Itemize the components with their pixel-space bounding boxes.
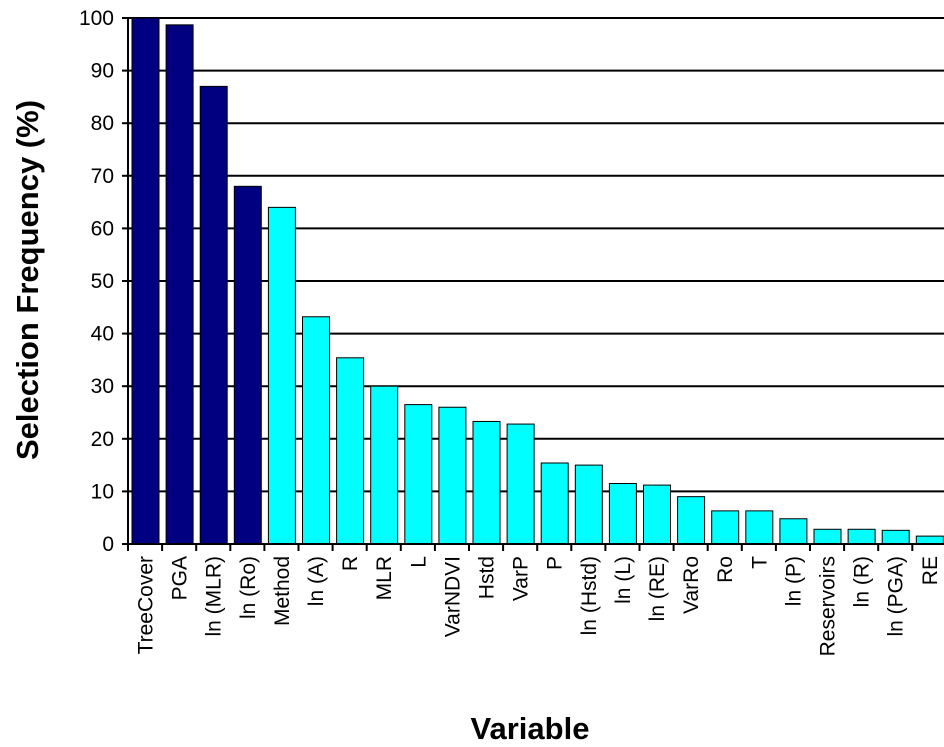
bar [267, 206, 296, 545]
bar [199, 85, 228, 545]
x-tick-label: P [544, 556, 567, 570]
x-tick-label: PGA [169, 556, 192, 600]
bar [745, 510, 774, 545]
x-tick-label: ln (PGA) [885, 556, 908, 637]
bar [711, 510, 740, 545]
x-tick-label: VarP [510, 556, 533, 601]
x-tick-label: ln (MLR) [203, 556, 226, 637]
bar [370, 385, 399, 545]
x-tick-label: ln (Ro) [237, 556, 260, 619]
x-tick-label: ln (P) [782, 556, 805, 606]
bar [677, 496, 706, 545]
bar [915, 535, 944, 545]
bar [506, 423, 535, 545]
y-tick-label: 100 [79, 7, 114, 30]
bar [574, 464, 603, 545]
x-tick-label: TreeCover [135, 556, 158, 654]
bar [302, 316, 330, 545]
x-tick-label: ln (A) [305, 556, 328, 606]
y-tick-label: 30 [91, 375, 114, 398]
y-axis-title: Selection Frequency (%) [10, 100, 45, 460]
x-tick-label: ln (RE) [646, 556, 669, 621]
x-tick-label: MLR [373, 556, 396, 600]
x-tick-label: ln (R) [851, 556, 874, 607]
y-tick-label: 60 [91, 217, 114, 240]
y-tick-label: 50 [91, 270, 114, 293]
x-tick-label: R [339, 556, 362, 571]
bar [779, 518, 808, 545]
bar [438, 406, 467, 545]
y-tick-label: 80 [91, 112, 114, 135]
y-tick-label: 0 [102, 533, 114, 556]
x-tick-label: VarNDVI [441, 556, 464, 637]
x-tick-labels: TreeCover PGA ln (MLR) ln (Ro) Method ln (A) R… [127, 544, 942, 656]
x-tick-label: Method [271, 556, 294, 626]
bar [881, 529, 910, 545]
bar [131, 17, 160, 545]
y-tick-label: 40 [91, 323, 114, 346]
x-tick-label: L [407, 556, 430, 568]
bar [643, 484, 671, 545]
x-tick-label: T [748, 556, 771, 569]
bar [847, 528, 876, 545]
bar [608, 483, 637, 545]
x-axis-title: Variable [471, 711, 590, 746]
gridlines [128, 17, 944, 493]
x-tick-label: Ro [714, 556, 737, 583]
y-tick-label: 20 [91, 428, 114, 451]
bar [472, 420, 501, 545]
bar [233, 185, 262, 545]
y-tick-label: 70 [91, 165, 114, 188]
bar [540, 462, 569, 545]
y-tick-label: 90 [91, 60, 114, 83]
x-tick-label: ln (Hstd) [578, 556, 601, 635]
x-tick-label: ln (L) [612, 556, 635, 604]
y-tick-labels: 0 10 20 30 40 50 60 70 80 90 100 [79, 7, 128, 556]
x-tick-label: Reservoirs [817, 556, 840, 656]
bar [404, 404, 433, 545]
bar [165, 24, 194, 545]
x-tick-label: Hstd [476, 556, 499, 599]
bar [813, 528, 842, 545]
y-tick-label: 10 [91, 480, 114, 503]
x-tick-label: VarRo [680, 556, 703, 614]
x-tick-label: RE [919, 556, 942, 585]
bar [336, 357, 365, 545]
